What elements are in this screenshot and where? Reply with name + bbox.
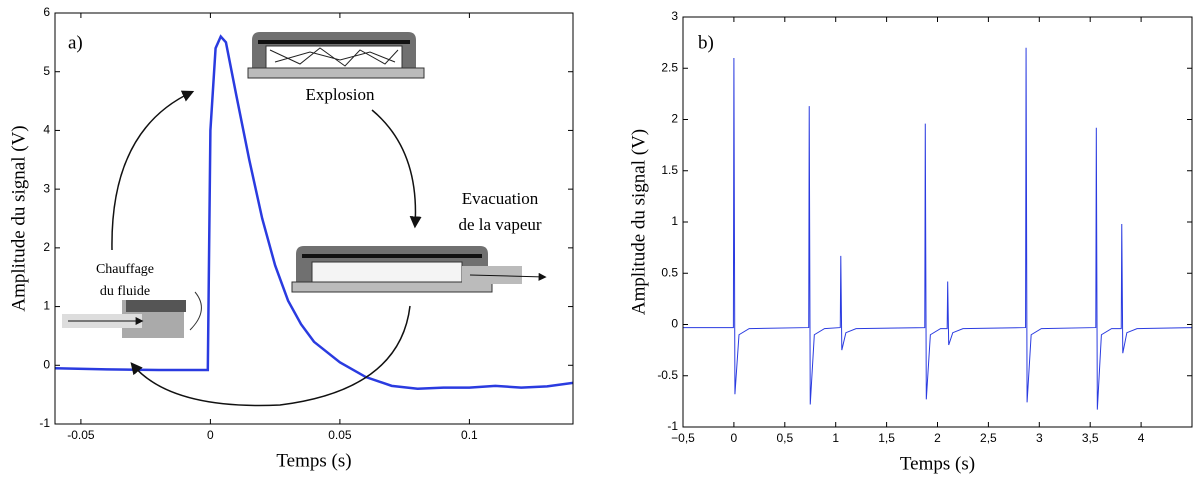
x-tick-label: 3: [1036, 431, 1043, 445]
device-plate: [302, 254, 482, 258]
plot: [683, 47, 1192, 410]
outlet-arrow: [469, 272, 547, 281]
x-tick-label: 1,5: [878, 431, 895, 445]
x-tick-label: 0,5: [776, 431, 793, 445]
y-tick-label: -0.5: [657, 368, 678, 382]
y-tick-label: 1.5: [661, 163, 678, 177]
device-chamber: [265, 45, 403, 69]
explosion-lines: [269, 47, 399, 67]
annotation: de la vapeur: [458, 215, 541, 234]
x-tick-label: 3,5: [1082, 431, 1099, 445]
signal-line: [683, 47, 1192, 410]
annotation: Explosion: [306, 85, 375, 104]
annotation: Evacuation: [462, 189, 539, 208]
panel-label: a): [68, 32, 83, 53]
device-base: [247, 67, 425, 79]
y-tick-label: 0.5: [661, 265, 678, 279]
device-chamber: [311, 261, 463, 283]
y-tick-label: 1: [671, 214, 678, 228]
y-tick-label: 6: [43, 5, 50, 19]
annotation: Chauffage: [96, 262, 154, 277]
outlet-pipe: [462, 266, 522, 284]
y-tick-label: 3: [43, 181, 50, 195]
x-tick-label: -0.05: [67, 428, 95, 442]
y-tick-label: 4: [43, 123, 50, 137]
x-tick-label: 0: [207, 428, 214, 442]
cycle-arrow: [371, 109, 422, 229]
annotation: du fluide: [100, 284, 150, 299]
x-tick-label: 1: [832, 431, 839, 445]
plot-frame: [54, 12, 574, 425]
y-tick-label: 0: [43, 357, 50, 371]
y-tick-label: -1: [667, 419, 678, 433]
plot-frame: [682, 16, 1193, 428]
schematics: [62, 32, 547, 407]
x-axis-label: Temps (s): [900, 453, 975, 474]
y-tick-label: 2: [671, 112, 678, 126]
x-tick-label: 0: [731, 431, 738, 445]
y-tick-label: 5: [43, 64, 50, 78]
x-tick-label: 0.05: [328, 428, 352, 442]
x-tick-label: −0,5: [671, 431, 695, 445]
plot: [55, 34, 573, 391]
chart: −0,5 0 0,5 1 1,5 2 2,5 3 3,5 4 -1 -0.5 0 0.5 1 1.5 2 2.5 3…: [628, 9, 1193, 474]
x-tick-label: 4: [1138, 431, 1145, 445]
heater-curve: [189, 291, 202, 331]
cycle-arrow: [111, 90, 195, 251]
y-tick-label: 1: [43, 299, 50, 313]
cycle-arrow: [130, 305, 411, 407]
x-tick-label: 2,5: [980, 431, 997, 445]
y-axis-label: Amplitude du signal (V): [8, 125, 29, 311]
x-tick-label: 0.1: [461, 428, 478, 442]
y-axis-label: Amplitude du signal (V): [628, 129, 649, 315]
y-tick-label: 3: [671, 9, 678, 23]
heater-top: [126, 300, 186, 312]
panel-label: b): [698, 32, 714, 53]
x-tick-label: 2: [934, 431, 941, 445]
y-tick-label: 2.5: [661, 60, 678, 74]
signal-line: [55, 34, 573, 391]
y-tick-label: 0: [671, 317, 678, 331]
device-plate: [258, 40, 410, 44]
y-tick-label: -1: [39, 416, 50, 430]
x-axis-label: Temps (s): [276, 450, 351, 471]
y-tick-label: 2: [43, 240, 50, 254]
chart: -0.05 0 0.05 0.1 -1 0 1 2 3 4 5 6 Temps (s) Amplitude…: [8, 5, 574, 471]
